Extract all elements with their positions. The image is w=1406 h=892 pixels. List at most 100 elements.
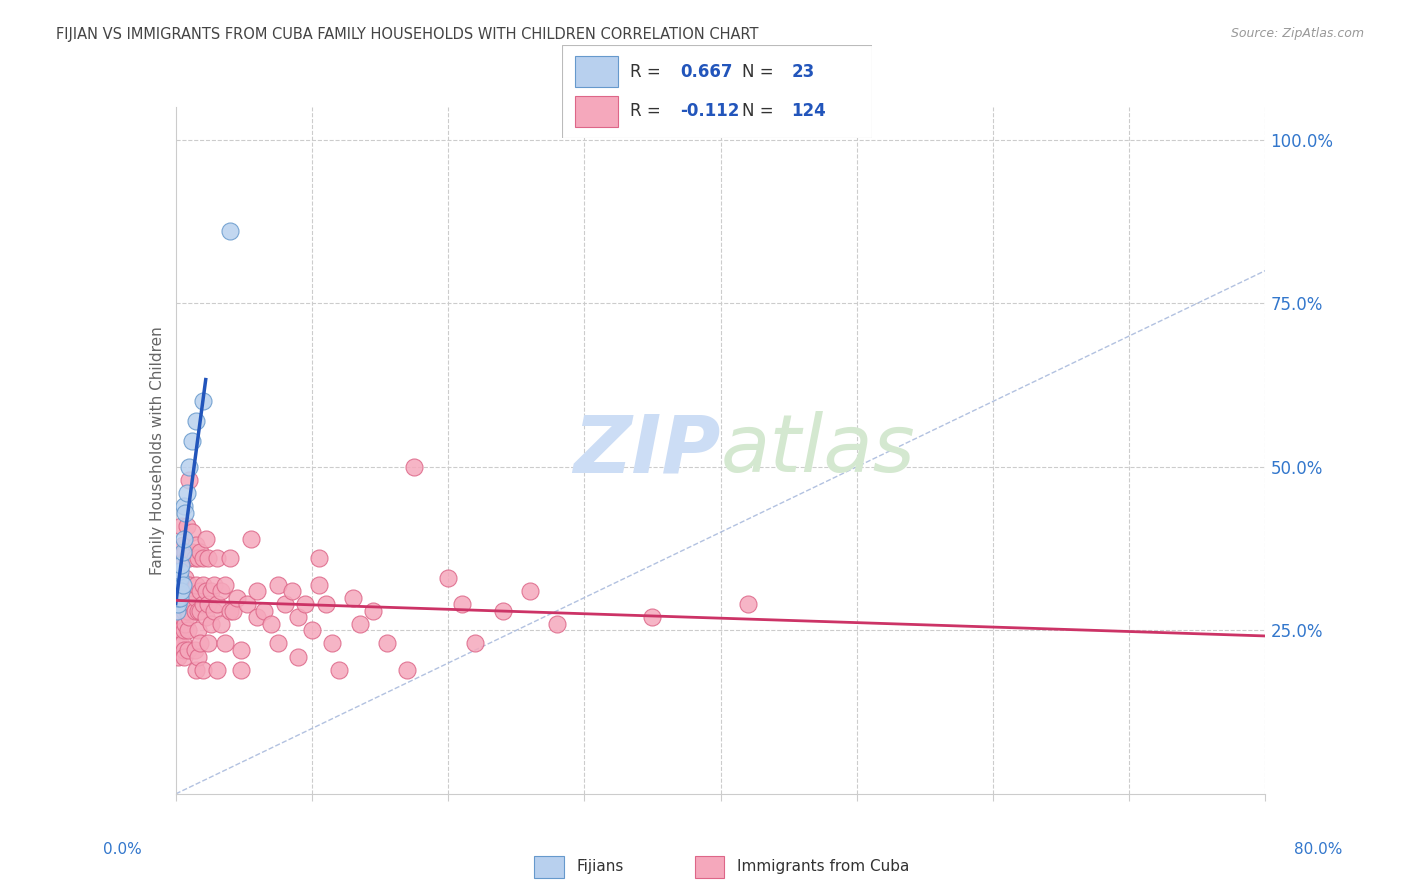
Point bbox=[176, 604, 198, 618]
Point bbox=[342, 591, 364, 605]
Bar bbox=[575, 96, 619, 127]
Point bbox=[301, 624, 323, 638]
Point bbox=[169, 551, 191, 566]
Point bbox=[308, 551, 330, 566]
Point bbox=[188, 545, 211, 559]
Point bbox=[179, 551, 201, 566]
Point bbox=[169, 565, 191, 579]
Point bbox=[170, 604, 193, 618]
Point bbox=[177, 643, 200, 657]
Point bbox=[202, 604, 225, 618]
Point bbox=[308, 577, 330, 591]
Point bbox=[169, 584, 191, 599]
Point bbox=[167, 610, 190, 624]
Point bbox=[188, 636, 211, 650]
Point bbox=[197, 597, 219, 611]
Point bbox=[641, 610, 664, 624]
Point bbox=[184, 643, 207, 657]
Point bbox=[166, 597, 188, 611]
Point bbox=[173, 649, 195, 664]
Point bbox=[169, 597, 191, 611]
Point bbox=[246, 610, 269, 624]
Point bbox=[226, 591, 249, 605]
Point bbox=[231, 643, 253, 657]
Point bbox=[176, 551, 198, 566]
Point bbox=[191, 551, 214, 566]
Point bbox=[170, 577, 193, 591]
Point bbox=[200, 584, 222, 599]
Point bbox=[519, 584, 541, 599]
FancyBboxPatch shape bbox=[562, 45, 872, 138]
Point bbox=[172, 577, 194, 591]
Bar bbox=[534, 856, 564, 878]
Point bbox=[167, 577, 190, 591]
Point bbox=[450, 597, 472, 611]
Point bbox=[167, 597, 190, 611]
Point bbox=[166, 643, 188, 657]
Point bbox=[267, 577, 290, 591]
Point bbox=[169, 591, 191, 605]
Point bbox=[235, 597, 257, 611]
Point bbox=[194, 584, 217, 599]
Point bbox=[186, 649, 209, 664]
Point bbox=[166, 597, 188, 611]
Point bbox=[219, 224, 242, 238]
Point bbox=[191, 577, 214, 591]
Point bbox=[169, 616, 191, 631]
Point bbox=[464, 636, 486, 650]
Text: Immigrants from Cuba: Immigrants from Cuba bbox=[737, 859, 910, 873]
Text: atlas: atlas bbox=[721, 411, 915, 490]
Point bbox=[437, 571, 460, 585]
Point bbox=[361, 604, 384, 618]
Point bbox=[172, 636, 194, 650]
Point bbox=[176, 486, 198, 500]
Point bbox=[173, 545, 195, 559]
Point bbox=[219, 551, 242, 566]
Point bbox=[169, 571, 191, 585]
Point bbox=[186, 591, 208, 605]
Point bbox=[173, 499, 195, 513]
Point bbox=[184, 604, 207, 618]
Point bbox=[280, 584, 302, 599]
Point bbox=[177, 624, 200, 638]
Point bbox=[375, 636, 398, 650]
Point bbox=[349, 616, 371, 631]
Point bbox=[194, 532, 217, 546]
Point bbox=[191, 597, 214, 611]
Point bbox=[205, 597, 228, 611]
Point bbox=[181, 525, 204, 540]
Point bbox=[170, 558, 193, 572]
Point bbox=[172, 551, 194, 566]
Text: N =: N = bbox=[742, 62, 779, 80]
Text: 80.0%: 80.0% bbox=[1295, 842, 1343, 856]
Point bbox=[174, 597, 197, 611]
Point bbox=[179, 597, 201, 611]
Point bbox=[287, 649, 309, 664]
Point bbox=[197, 636, 219, 650]
Text: 124: 124 bbox=[792, 103, 827, 120]
Point bbox=[186, 624, 209, 638]
Point bbox=[179, 577, 201, 591]
Point bbox=[166, 591, 188, 605]
Point bbox=[179, 473, 201, 487]
Point bbox=[294, 597, 316, 611]
Point bbox=[246, 584, 269, 599]
Point bbox=[179, 459, 201, 474]
Point bbox=[174, 571, 197, 585]
Point bbox=[173, 643, 195, 657]
Text: -0.112: -0.112 bbox=[681, 103, 740, 120]
Point bbox=[181, 591, 204, 605]
Point bbox=[396, 663, 419, 677]
Point bbox=[186, 577, 208, 591]
Point bbox=[321, 636, 343, 650]
Point bbox=[186, 551, 209, 566]
Point bbox=[170, 591, 193, 605]
Point bbox=[181, 434, 204, 448]
Text: N =: N = bbox=[742, 103, 779, 120]
Point bbox=[287, 610, 309, 624]
Point bbox=[170, 518, 193, 533]
Point bbox=[177, 604, 200, 618]
Point bbox=[186, 414, 208, 428]
Point bbox=[186, 538, 208, 552]
Point bbox=[172, 577, 194, 591]
